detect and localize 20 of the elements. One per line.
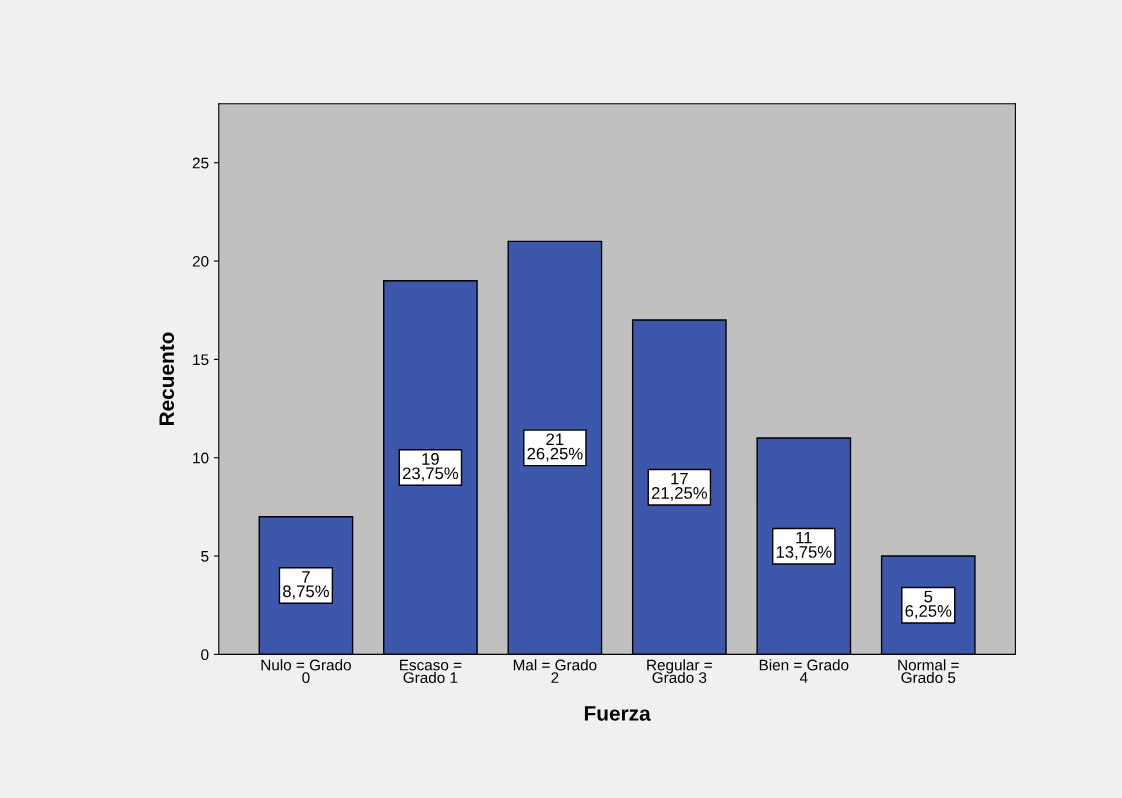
x-tick-label: Nulo = Grado 0 <box>261 659 351 684</box>
data-label: 21 26,25% <box>527 433 583 462</box>
y-axis-title: Recuento <box>159 332 175 426</box>
x-tick-label: Regular = Grado 3 <box>647 659 712 684</box>
y-tick-label: 0 <box>201 649 209 661</box>
data-label: 11 13,75% <box>776 531 832 560</box>
y-tick-label: 10 <box>193 452 209 464</box>
data-label: 17 21,25% <box>651 472 708 501</box>
y-tick-label: 5 <box>201 551 209 562</box>
y-tick-label: 25 <box>192 157 209 169</box>
x-tick-label: Bien = Grado 4 <box>759 659 849 683</box>
x-tick-label: Normal = Grado 5 <box>898 659 959 684</box>
x-tick-label: Escaso = Grado 1 <box>400 659 462 684</box>
data-label: 19 23,75% <box>402 453 459 482</box>
data-label: 5 6,25% <box>905 590 952 619</box>
data-label: 7 8,75% <box>283 571 329 600</box>
x-tick-label: Mal = Grado 2 <box>513 659 597 683</box>
y-tick-label: 20 <box>192 255 209 267</box>
x-axis-title: Fuerza <box>584 706 651 721</box>
y-tick-label: 15 <box>193 354 209 366</box>
